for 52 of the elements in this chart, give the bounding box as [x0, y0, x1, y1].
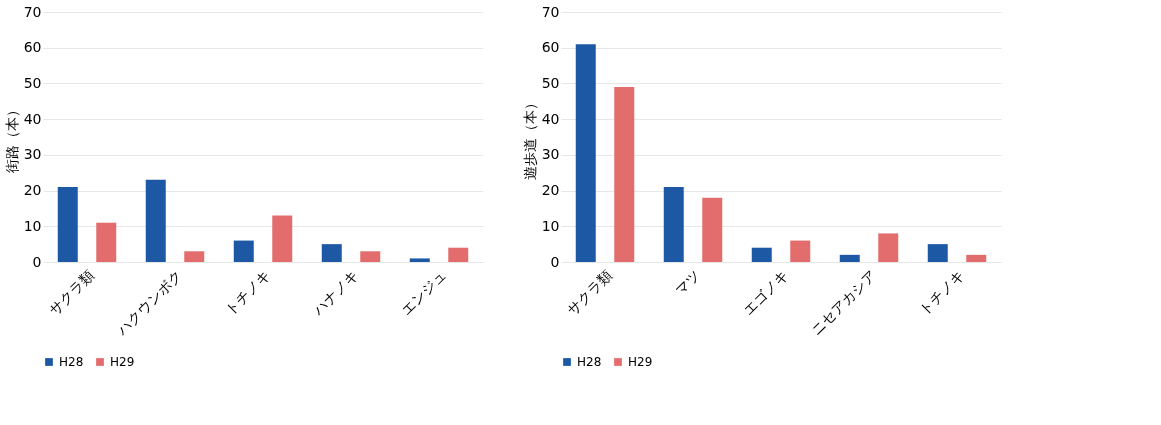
y-tick-label: 60	[541, 39, 560, 56]
y-tick-label: 20	[541, 182, 560, 199]
y-axis-title: 街路（本）	[3, 102, 20, 173]
legend-label: H29	[110, 355, 135, 369]
bar	[272, 215, 293, 262]
y-tick-label: 50	[23, 74, 42, 91]
y-tick-label: 40	[541, 110, 560, 127]
y-tick-label: 70	[23, 3, 42, 20]
y-tick-label: 0	[550, 253, 560, 270]
y-tick-label: 50	[541, 74, 560, 91]
bar	[839, 254, 860, 262]
x-tick-label: サクラ類	[45, 267, 97, 318]
bar	[927, 244, 948, 262]
legend-label: H29	[628, 355, 653, 369]
y-tick-label: 70	[541, 3, 560, 20]
bar	[966, 254, 987, 262]
x-tick-label: サクラ類	[563, 267, 615, 318]
legend-label: H28	[59, 355, 84, 369]
bar	[575, 44, 596, 262]
bar	[145, 179, 166, 262]
bar	[409, 258, 430, 262]
x-tick-label: トチノキ	[221, 267, 273, 318]
legend-label: H28	[577, 355, 602, 369]
bar	[448, 247, 469, 262]
x-tick-label: トチノキ	[915, 267, 967, 318]
bar	[321, 244, 342, 262]
x-tick-label: エゴノキ	[739, 267, 791, 318]
y-tick-label: 60	[23, 39, 42, 56]
bar	[233, 240, 254, 262]
y-tick-label: 40	[23, 110, 42, 127]
y-tick-label: 10	[541, 217, 560, 234]
y-tick-label: 30	[23, 146, 42, 163]
y-tick-label: 0	[32, 253, 42, 270]
x-tick-label: マツ	[671, 267, 703, 299]
bar	[184, 251, 205, 262]
bar	[57, 187, 78, 262]
bar	[878, 233, 899, 262]
bar	[663, 187, 684, 262]
y-tick-label: 10	[23, 217, 42, 234]
bar	[96, 222, 117, 262]
y-axis-title: 遊歩道（本）	[521, 95, 538, 180]
bar	[790, 240, 811, 262]
y-tick-label: 30	[541, 146, 560, 163]
bar	[751, 247, 772, 262]
x-tick-label: エンジュ	[397, 267, 449, 318]
y-tick-label: 20	[23, 182, 42, 199]
x-tick-label: ハナノキ	[309, 267, 361, 319]
x-tick-label: ハクウンボク	[113, 267, 185, 339]
bar	[702, 197, 723, 262]
bar	[614, 87, 635, 262]
bar	[360, 251, 381, 262]
x-tick-label: ニセアカシア	[808, 267, 879, 338]
